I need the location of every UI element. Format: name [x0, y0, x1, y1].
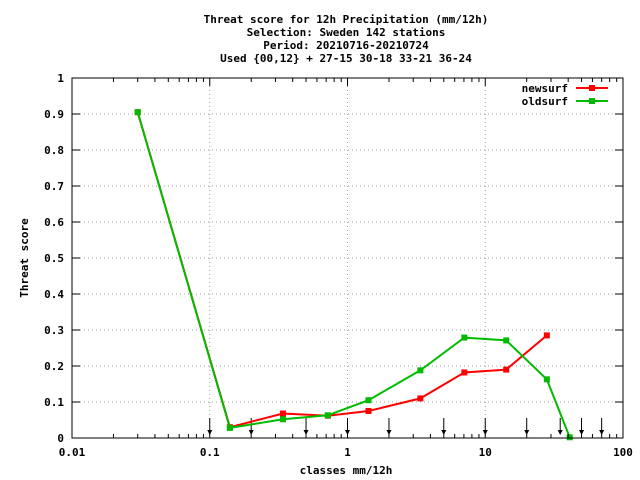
title-line-3: Period: 20210716-20210724: [263, 39, 429, 52]
tick-labels: 0 0.1 0.2 0.3 0.4 0.5 0.6 0.7 0.8 0.9 1 0.01 0.1 1 10 1…: [44, 72, 633, 459]
y-tick-label: 0.3: [44, 324, 64, 337]
threshold-arrow: [579, 418, 585, 435]
x-axis-label: classes mm/12h: [300, 464, 393, 477]
title-line-4: Used {00,12} + 27-15 30-18 33-21 36-24: [220, 52, 472, 65]
data-point: [503, 366, 510, 373]
data-point: [417, 395, 424, 402]
legend-marker: [589, 98, 595, 104]
x-tick-label: 0.01: [59, 446, 86, 459]
data-point: [279, 416, 286, 423]
threshold-arrow: [386, 418, 392, 435]
data-point: [543, 332, 550, 339]
threshold-arrow: [248, 418, 254, 435]
y-tick-label: 0: [57, 432, 64, 445]
y-tick-label: 0.1: [44, 396, 64, 409]
threshold-arrow: [441, 418, 447, 435]
x-tick-label: 100: [613, 446, 633, 459]
y-tick-label: 0.6: [44, 216, 64, 229]
threshold-arrow: [557, 418, 563, 435]
data-point: [134, 109, 141, 116]
data-point: [503, 337, 510, 344]
threshold-arrow: [303, 418, 309, 435]
threshold-arrows: [207, 418, 605, 435]
grid-lines: [72, 78, 623, 438]
chart-title: Threat score for 12h Precipitation (mm/1…: [204, 13, 489, 65]
data-series: [134, 109, 573, 441]
y-tick-label: 0.9: [44, 108, 64, 121]
data-point: [365, 397, 372, 404]
data-point: [566, 434, 573, 441]
series-oldsurf: [134, 109, 573, 441]
threshold-arrow: [599, 418, 605, 435]
series-line: [136, 111, 571, 438]
data-point: [417, 367, 424, 374]
data-point: [279, 410, 286, 417]
data-point: [543, 376, 550, 383]
data-point: [461, 369, 468, 376]
legend-label: oldsurf: [522, 95, 568, 108]
legend-item-oldsurf: oldsurf: [522, 95, 608, 108]
data-point: [226, 424, 233, 431]
y-tick-label: 0.7: [44, 180, 64, 193]
legend-item-newsurf: newsurf: [522, 82, 608, 95]
y-tick-label: 0.4: [44, 288, 64, 301]
x-tick-label: 1: [344, 446, 351, 459]
y-axis-label: Threat score: [18, 218, 31, 298]
y-tick-label: 1: [57, 72, 64, 85]
y-tick-label: 0.2: [44, 360, 64, 373]
data-point: [365, 408, 372, 414]
legend-marker: [589, 85, 595, 91]
axis-ticks: [71, 77, 624, 439]
data-point: [461, 334, 468, 341]
y-tick-label: 0.8: [44, 144, 64, 157]
x-tick-label: 0.1: [200, 446, 220, 459]
x-tick-label: 10: [479, 446, 492, 459]
y-tick-label: 0.5: [44, 252, 64, 265]
legend-label: newsurf: [522, 82, 568, 95]
data-point: [324, 412, 331, 419]
title-line-2: Selection: Sweden 142 stations: [247, 26, 446, 39]
threshold-arrow: [524, 418, 530, 435]
title-line-1: Threat score for 12h Precipitation (mm/1…: [204, 13, 489, 26]
